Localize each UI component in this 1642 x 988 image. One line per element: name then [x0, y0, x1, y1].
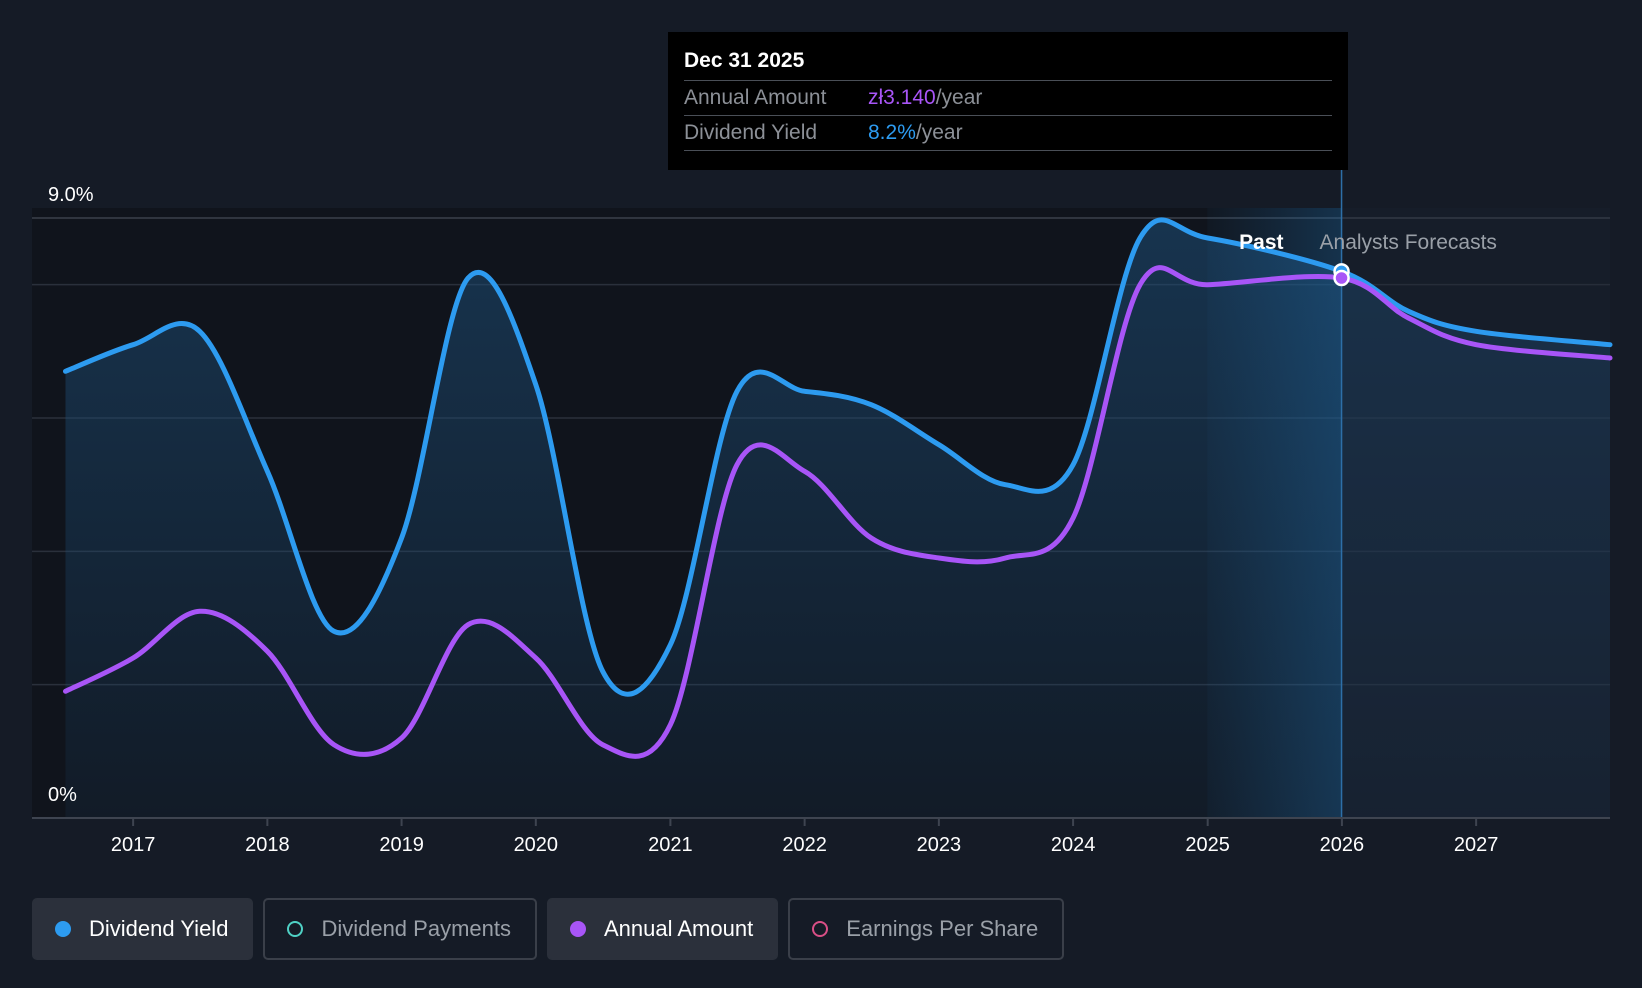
legend-dividend-payments-ring-icon: [287, 921, 304, 937]
legend-dividend-payments-label: Dividend Payments: [321, 916, 511, 941]
y-tick-label-max: 9.0%: [48, 184, 94, 206]
forecast-region-overlay: [1341, 208, 1610, 818]
x-tick-label: 2018: [245, 834, 290, 856]
tooltip-dividend-yield-label: Dividend Yield: [684, 121, 818, 144]
y-tick-label-zero: 0%: [48, 784, 77, 806]
x-tick-label: 2022: [782, 834, 827, 856]
x-tick-label: 2024: [1051, 834, 1096, 856]
legend-earnings-per-share-button[interactable]: Earnings Per Share: [788, 898, 1065, 960]
legend-dividend-yield-dot-icon: [55, 921, 71, 937]
tooltip-date: Dec 31 2025: [684, 49, 805, 72]
x-tick-label: 2021: [648, 834, 693, 856]
past-label: Past: [1239, 231, 1283, 254]
dividend-yield-line: [63, 217, 1613, 697]
legend-dividend-yield-button[interactable]: Dividend Yield: [32, 898, 254, 960]
legend-dividend-payments-button[interactable]: Dividend Payments: [263, 898, 537, 960]
tooltip-dividend-yield-row: Dividend Yield 8.2% /year: [684, 115, 1332, 151]
analysts-forecasts-label: Analysts Forecasts: [1320, 231, 1497, 254]
legend-earnings-per-share-ring-icon: [812, 921, 829, 937]
tooltip-annual-amount-value: zł3.140: [868, 86, 936, 109]
tooltip-dividend-yield-unit: /year: [915, 121, 963, 144]
chart-tooltip: Dec 31 2025 Annual Amount zł3.140 /year …: [668, 32, 1348, 170]
annual-amount-line: [63, 265, 1613, 759]
x-tick-label: 2020: [514, 834, 559, 856]
tooltip-dividend-yield-value: 8.2%: [868, 121, 916, 144]
recent-period-highlight: [1207, 208, 1342, 818]
legend-annual-amount-label: Annual Amount: [603, 916, 754, 941]
legend-annual-amount-dot-icon: [569, 921, 586, 937]
x-tick-label: 2023: [917, 834, 962, 856]
legend-earnings-per-share-label: Earnings Per Share: [846, 916, 1039, 941]
tooltip-annual-amount-unit: /year: [935, 86, 983, 109]
legend-dividend-yield-label: Dividend Yield: [89, 916, 229, 941]
x-tick-label: 2017: [111, 834, 156, 856]
tooltip-annual-amount-label: Annual Amount: [684, 86, 827, 109]
x-tick-label: 2019: [379, 834, 424, 856]
chart-legend: Dividend Yield Dividend Payments Annual …: [32, 898, 1065, 960]
x-tick-label: 2027: [1454, 834, 1499, 856]
x-tick-label: 2026: [1320, 834, 1365, 856]
legend-annual-amount-button[interactable]: Annual Amount: [546, 898, 779, 960]
tooltip-annual-amount-row: Annual Amount zł3.140 /year: [684, 80, 1332, 115]
x-tick-label: 2025: [1185, 834, 1230, 856]
annual-amount-hover-point: [1333, 269, 1350, 287]
